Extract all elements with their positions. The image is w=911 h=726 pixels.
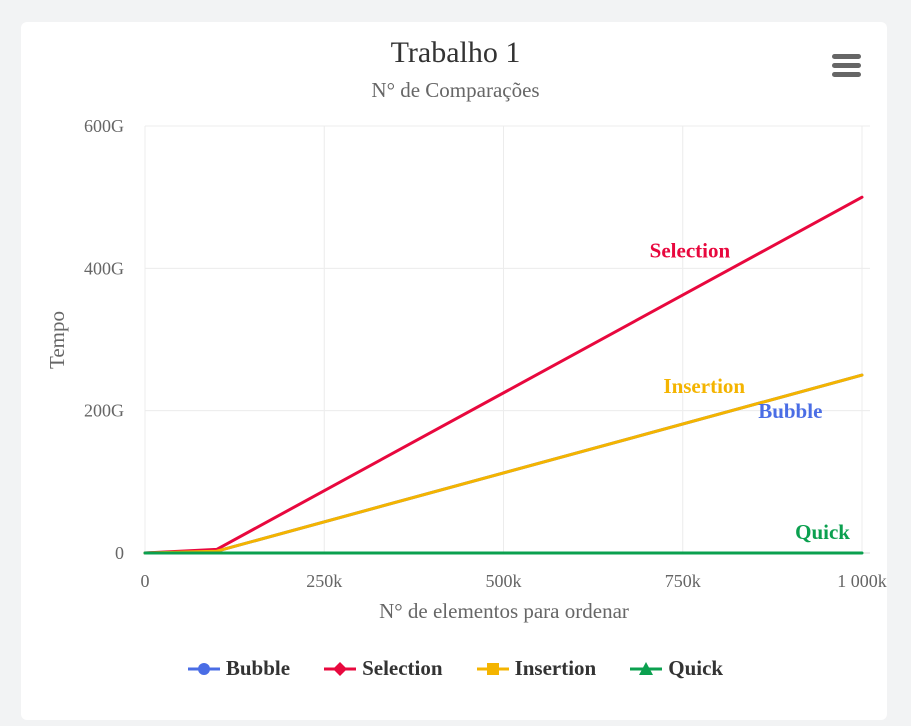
y-tick-label: 400G	[84, 258, 124, 278]
x-axis-ticks: 0 250k 500k 750k 1 000k	[141, 571, 887, 591]
series-label-selection: Selection	[650, 239, 731, 263]
chart-subtitle: N° de Comparações	[371, 78, 540, 102]
legend-item-bubble[interactable]: Bubble	[187, 656, 291, 681]
series-lines	[143, 195, 864, 555]
menu-bar	[832, 72, 861, 77]
legend-label: Insertion	[514, 656, 597, 680]
y-tick-label: 200G	[84, 401, 124, 421]
x-tick-label: 250k	[306, 571, 342, 591]
chart-title: Trabalho 1	[390, 36, 521, 69]
triangle-marker-icon	[630, 661, 663, 675]
legend-label: Selection	[362, 656, 443, 680]
chart-card	[21, 22, 887, 720]
square-marker-icon	[476, 662, 509, 675]
y-axis-title: Tempo	[45, 311, 69, 369]
series-labels: Bubble Selection Insertion Quick	[650, 239, 851, 544]
legend-label: Quick	[668, 656, 724, 680]
diamond-marker-icon	[324, 661, 357, 676]
legend-label: Bubble	[225, 656, 291, 680]
y-axis-ticks: 0 200G 400G 600G	[84, 116, 124, 563]
hamburger-menu-icon[interactable]	[826, 50, 866, 82]
legend-item-selection[interactable]: Selection	[324, 656, 443, 681]
menu-bar	[832, 63, 861, 68]
x-tick-label: 0	[141, 571, 150, 591]
legend: Bubble Selection Insertion Quick	[0, 656, 911, 681]
y-tick-label: 600G	[84, 116, 124, 136]
grid	[144, 125, 870, 554]
series-label-quick: Quick	[795, 520, 850, 544]
x-tick-label: 500k	[486, 571, 522, 591]
x-axis-title: N° de elementos para ordenar	[379, 599, 629, 623]
legend-item-quick[interactable]: Quick	[630, 656, 723, 681]
circle-marker-icon	[187, 662, 220, 675]
x-tick-label: 750k	[665, 571, 701, 591]
series-label-insertion: Insertion	[663, 374, 745, 398]
menu-bar	[832, 54, 861, 59]
series-label-bubble: Bubble	[758, 399, 822, 423]
x-tick-label: 1 000k	[837, 571, 887, 591]
y-tick-label: 0	[115, 543, 124, 563]
legend-item-insertion[interactable]: Insertion	[476, 656, 597, 681]
